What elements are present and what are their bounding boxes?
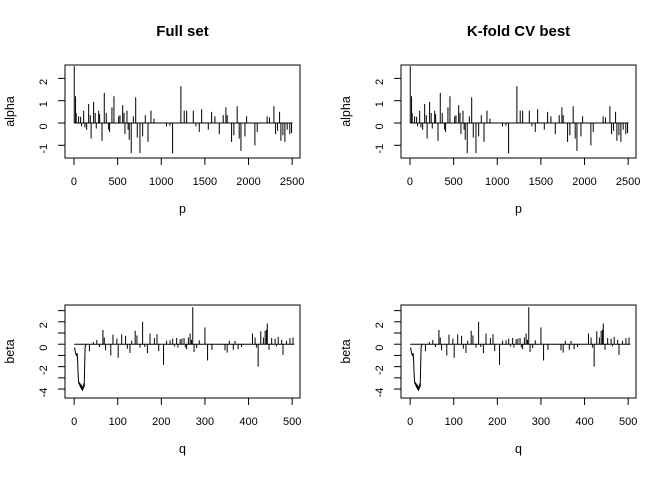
x-axis-label: p [515, 202, 522, 216]
y-tick-label: -1 [38, 144, 50, 154]
y-tick-label: 2 [374, 79, 386, 85]
x-tick-label: 100 [445, 416, 463, 428]
y-tick-label: 2 [374, 322, 386, 328]
y-tick-label: -4 [374, 388, 386, 398]
x-tick-label: 2000 [236, 176, 260, 188]
panel-alpha-kfold-cv-best: 0 500 1000 1500 2000 2500 -1 0 1 2 p alpha K-fold CV… [339, 23, 640, 216]
x-tick-label: 300 [196, 416, 214, 428]
x-tick-label: 2500 [280, 176, 304, 188]
x-tick-label: 100 [109, 416, 127, 428]
x-axis-label: q [179, 442, 186, 456]
x-tick-label: 200 [152, 416, 170, 428]
x-tick-label: 500 [108, 176, 126, 188]
y-tick-label: 1 [374, 101, 386, 107]
panel-alpha-full-set: 0 500 1000 1500 2000 2500 -1 0 1 2 p alpha Full set [3, 23, 304, 216]
plot-box [64, 64, 301, 159]
y-tick-label: 0 [374, 123, 386, 129]
x-tick-label: 400 [239, 416, 257, 428]
y-axis-label: alpha [3, 96, 17, 127]
plot-box [64, 304, 301, 399]
x-tick-label: 200 [488, 416, 506, 428]
y-tick-label: -2 [374, 365, 386, 375]
x-tick-label: 1000 [485, 176, 509, 188]
x-tick-label: 1500 [529, 176, 553, 188]
y-axis-label: alpha [339, 96, 353, 127]
x-axis-label: q [515, 442, 522, 456]
x-tick-label: 1500 [193, 176, 217, 188]
x-tick-label: 400 [575, 416, 593, 428]
x-tick-label: 2000 [572, 176, 596, 188]
y-tick-label: 1 [38, 101, 50, 107]
y-tick-label: 0 [38, 345, 50, 351]
x-tick-label: 500 [444, 176, 462, 188]
y-axis-label: beta [3, 339, 17, 363]
panel-beta-kfold-cv-best: 0 100 200 300 400 500 -4 -2 0 2 q beta [339, 304, 637, 456]
y-tick-label: -2 [38, 365, 50, 375]
y-tick-label: -4 [38, 388, 50, 398]
x-tick-label: 2500 [616, 176, 640, 188]
x-tick-label: 0 [71, 176, 77, 188]
x-tick-label: 500 [283, 416, 301, 428]
data-curve [410, 343, 423, 391]
y-tick-label: 0 [38, 123, 50, 129]
x-tick-label: 300 [532, 416, 550, 428]
panel-title: K-fold CV best [467, 23, 570, 40]
y-tick-label: 2 [38, 322, 50, 328]
x-tick-label: 0 [407, 416, 413, 428]
plot-box [400, 304, 637, 399]
plot-box [400, 64, 637, 159]
y-axis-label: beta [339, 339, 353, 363]
x-tick-label: 0 [71, 416, 77, 428]
y-tick-label: -1 [374, 144, 386, 154]
data-curve [74, 343, 87, 391]
y-tick-label: 2 [38, 79, 50, 85]
x-tick-label: 0 [407, 176, 413, 188]
y-tick-label: 0 [374, 345, 386, 351]
panel-beta-full-set: 0 100 200 300 400 500 -4 -2 0 2 q beta [3, 304, 301, 456]
panel-title: Full set [156, 23, 209, 40]
x-tick-label: 500 [619, 416, 637, 428]
x-tick-label: 1000 [149, 176, 173, 188]
x-axis-label: p [179, 202, 186, 216]
